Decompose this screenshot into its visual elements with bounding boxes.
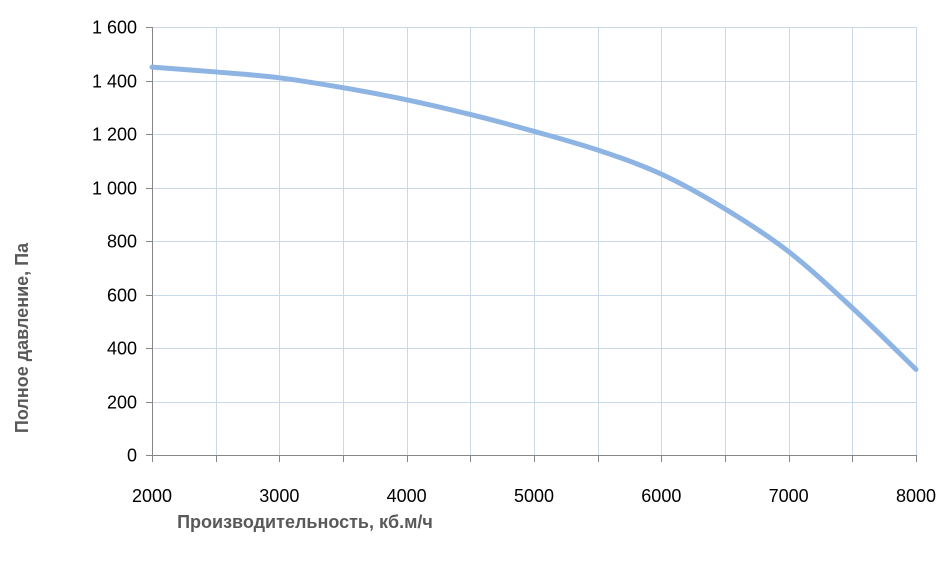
x-tick-label: 7000 [769,486,809,506]
gridlines [152,27,917,455]
y-tick-label: 800 [107,232,137,252]
x-tick-label: 4000 [387,486,427,506]
x-tick-label: 2000 [132,486,172,506]
y-tick-label: 400 [107,339,137,359]
x-axis-title: Производительность, кб.м/ч [177,512,433,532]
y-tick-label: 1 400 [92,72,137,92]
y-tick-label: 600 [107,286,137,306]
y-tick-label: 1 600 [92,18,137,38]
series-layer [149,64,919,372]
y-tick-label: 200 [107,393,137,413]
x-tick-label: 3000 [259,486,299,506]
y-tick-label: 0 [127,446,137,466]
y-tick-label: 1 000 [92,179,137,199]
x-tick-label: 8000 [896,486,936,506]
axes [146,27,917,462]
x-tick-label: 6000 [641,486,681,506]
tick-labels: 0 200 400 600 800 1 000 1 200 1 400 1 600 2000 300… [92,18,936,507]
y-tick-label: 1 200 [92,125,137,145]
x-tick-label: 5000 [514,486,554,506]
y-axis-title: Полное давление, Па [12,242,32,433]
series-line [149,64,919,372]
